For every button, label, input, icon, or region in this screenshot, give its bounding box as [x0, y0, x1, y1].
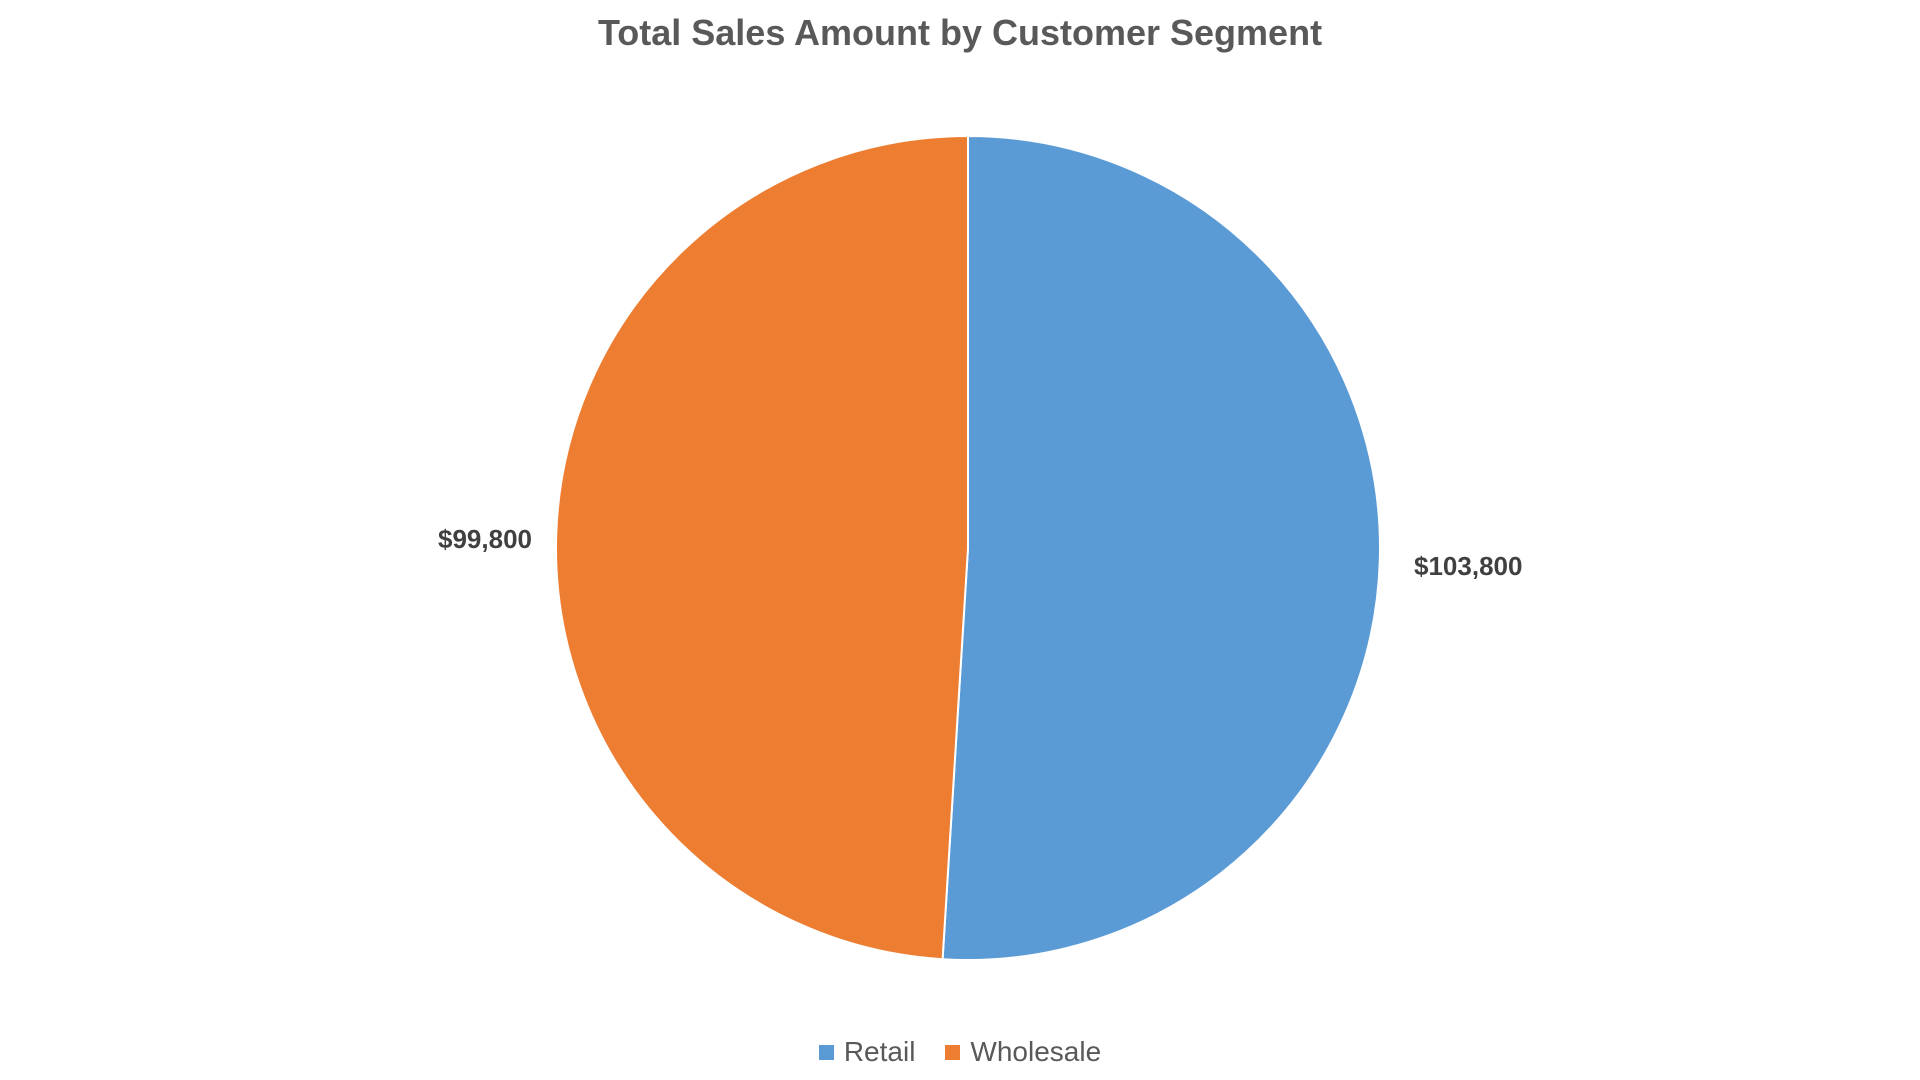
legend-label-wholesale: Wholesale	[970, 1036, 1102, 1067]
pie-slice-retail	[941, 134, 1381, 961]
legend: Retail Wholesale	[0, 1036, 1920, 1068]
data-label-wholesale: $99,800	[438, 524, 532, 554]
legend-swatch-retail	[818, 1044, 834, 1060]
legend-item-retail: Retail	[818, 1036, 916, 1068]
legend-item-wholesale: Wholesale	[945, 1036, 1101, 1068]
chart-title: Total Sales Amount by Customer Segment	[597, 12, 1323, 53]
pie-slices	[555, 134, 1381, 961]
pie-data-labels: $103,800 $99,800	[438, 524, 1522, 581]
legend-swatch-wholesale	[945, 1044, 961, 1060]
legend-label-retail: Retail	[843, 1036, 916, 1067]
pie-slice-wholesale	[555, 134, 969, 961]
data-label-retail: $103,800	[1414, 551, 1522, 581]
